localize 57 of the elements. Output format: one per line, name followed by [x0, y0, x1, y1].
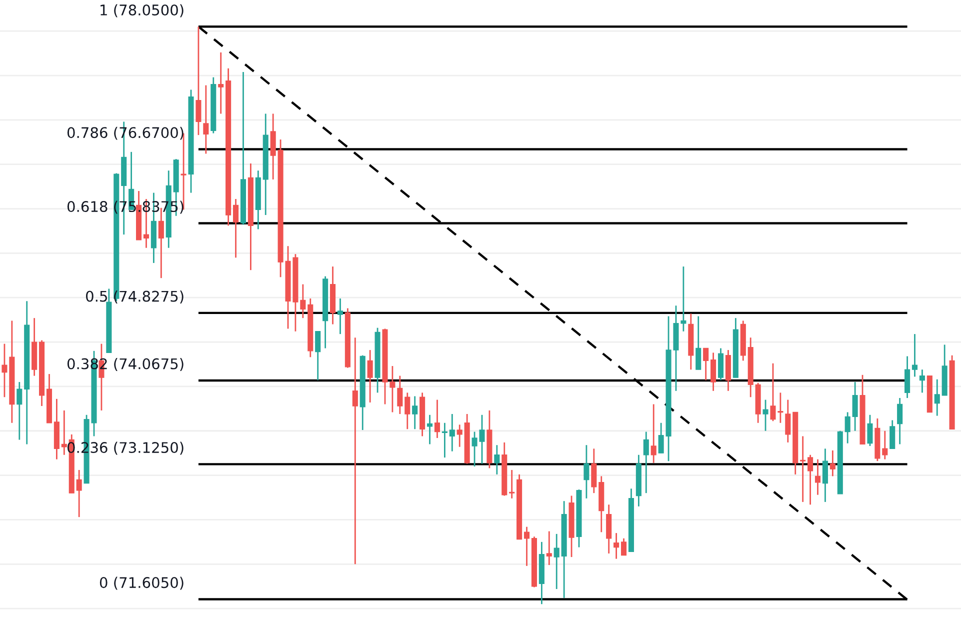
candlestick [912, 333, 918, 378]
candlestick [822, 448, 828, 503]
candlestick [404, 392, 410, 430]
candlestick [546, 530, 552, 566]
candlestick [233, 198, 239, 258]
candlestick [584, 444, 590, 500]
candlestick [524, 526, 530, 567]
candlestick [300, 284, 306, 319]
candlestick [718, 348, 724, 381]
candlestick [814, 458, 821, 496]
candlestick [904, 356, 910, 399]
candlestick [270, 113, 276, 180]
candlestick [16, 381, 22, 440]
candlestick [337, 298, 344, 335]
candlestick [352, 336, 358, 565]
candlestick [614, 532, 620, 560]
candlestick [650, 404, 656, 464]
candlestick [867, 414, 873, 447]
candlestick [897, 397, 903, 445]
candlestick [397, 375, 403, 415]
candlestick [830, 450, 836, 477]
candlestick [882, 430, 888, 460]
candlestick [196, 26, 202, 136]
candlestick [456, 424, 462, 448]
candlestick [620, 538, 627, 556]
candlestick [367, 349, 373, 404]
candlestick [494, 444, 500, 476]
candlestick [203, 84, 209, 154]
candlestick [218, 52, 224, 114]
candlestick [434, 399, 440, 439]
candlestick [2, 343, 8, 398]
candlestick [606, 504, 612, 554]
candlestick [412, 396, 418, 430]
candlestick [808, 454, 814, 506]
candlestick [703, 348, 709, 381]
candlestick [800, 436, 806, 503]
candlestick [509, 469, 515, 500]
candlestick [852, 381, 858, 432]
candlestick [315, 330, 321, 381]
candlestick [426, 414, 433, 445]
candlestick [785, 399, 791, 444]
ref-line-label: 1 (78.0500) [100, 4, 184, 18]
candlestick [919, 368, 925, 394]
candlestick [762, 399, 768, 432]
candlestick [61, 410, 67, 456]
candlestick [76, 469, 82, 518]
ref-line-label: 0 (71.6050) [100, 576, 184, 590]
candlestick [449, 413, 455, 452]
candlestick [591, 448, 597, 494]
candlestick [844, 412, 850, 444]
candlestick [442, 422, 448, 458]
candlestick [554, 533, 560, 590]
candlestick [934, 378, 940, 416]
candlestick [710, 352, 716, 392]
candlestick [643, 431, 649, 494]
candlestick [696, 316, 702, 370]
candlestick [890, 420, 896, 450]
